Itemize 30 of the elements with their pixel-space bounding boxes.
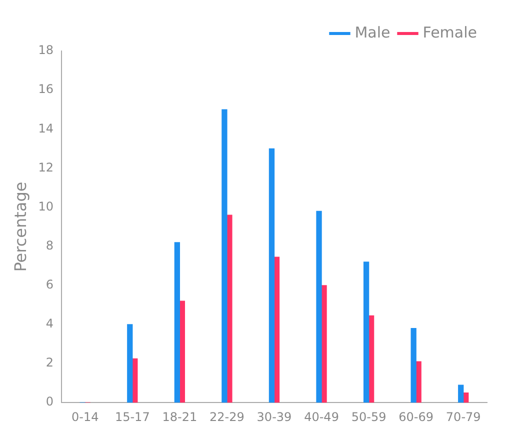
y-tick-label: 14 — [38, 121, 54, 136]
x-tick-label: 18-21 — [162, 410, 198, 424]
legend-label: Female — [422, 23, 478, 42]
x-tick-label: 0-14 — [71, 410, 99, 424]
x-tick-label: 22-29 — [210, 410, 244, 424]
y-tick-label: 12 — [38, 160, 54, 174]
legend-label: Male — [354, 23, 390, 42]
y-tick-label: 4 — [46, 316, 54, 331]
x-tick-label: 30-39 — [256, 410, 292, 424]
x-tick-label: 50-59 — [351, 410, 386, 424]
y-tick-label: 2 — [46, 356, 54, 370]
y-tick-label: 10 — [38, 199, 54, 214]
y-axis-title: Percentage — [10, 182, 30, 272]
y-tick-label: 0 — [46, 394, 54, 409]
bar — [222, 109, 228, 403]
bar — [268, 148, 275, 403]
x-tick-label: 40-49 — [304, 410, 339, 424]
y-tick-label: 6 — [46, 278, 54, 292]
bar — [410, 328, 416, 403]
bar — [316, 210, 322, 403]
y-tick-label: 18 — [38, 43, 54, 58]
bar — [458, 384, 464, 403]
bar — [174, 242, 180, 403]
bar — [127, 324, 133, 403]
x-tick-label: 70-79 — [446, 410, 481, 424]
y-tick-label: 16 — [38, 82, 54, 96]
x-tick-label: 15-17 — [114, 410, 150, 424]
bar — [363, 262, 370, 403]
y-tick-label: 8 — [46, 238, 54, 252]
x-tick-label: 60-69 — [398, 410, 434, 424]
